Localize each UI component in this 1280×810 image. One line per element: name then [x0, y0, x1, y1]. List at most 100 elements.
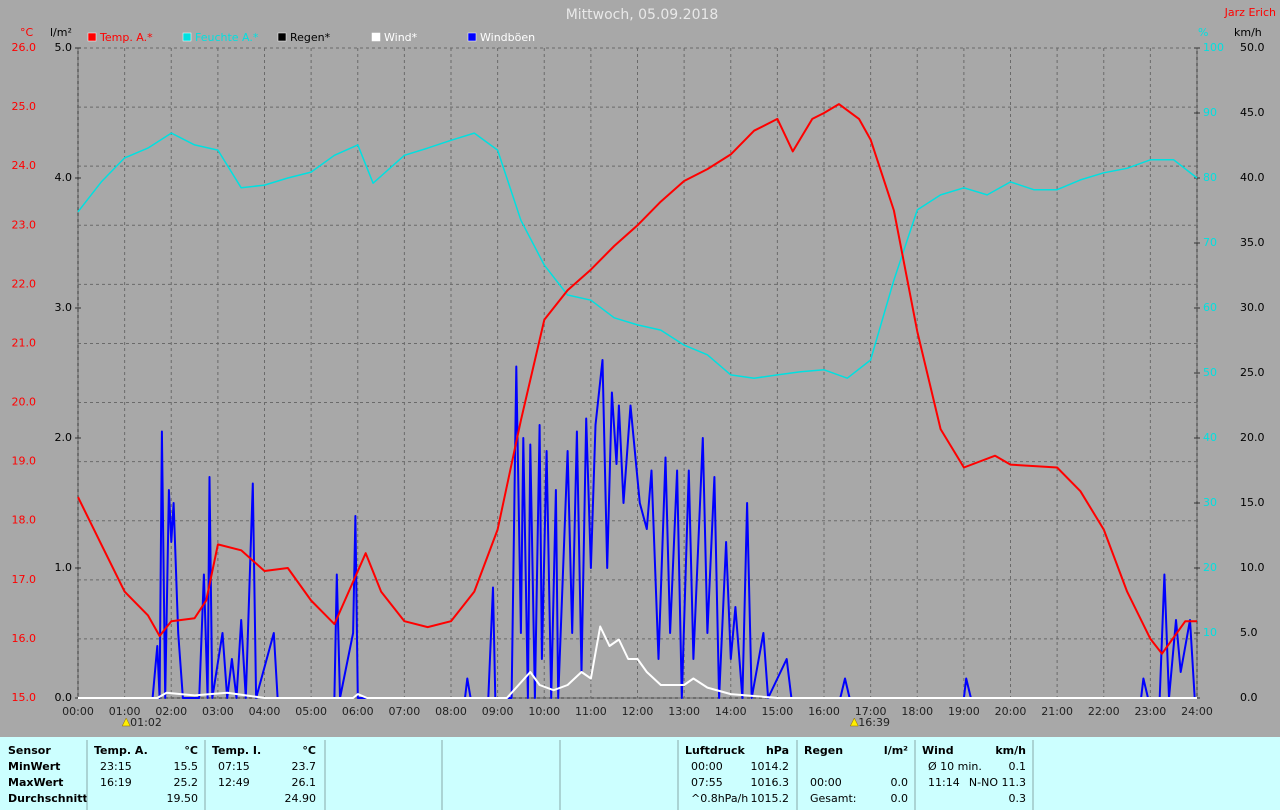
cell-value: 24.90: [285, 792, 317, 805]
column-unit: °C: [302, 744, 316, 757]
cell-time: 07:55: [691, 776, 723, 789]
summary-background: [0, 737, 1280, 810]
x-tick-label: 22:00: [1088, 705, 1120, 718]
cell-value: 0.0: [891, 792, 909, 805]
y-tick-label: 90: [1203, 106, 1217, 119]
series-line: [78, 625, 1197, 699]
chart-title: Mittwoch, 05.09.2018: [566, 7, 719, 23]
y-tick-label: 17.0: [12, 573, 37, 586]
x-tick-label: 24:00: [1181, 705, 1213, 718]
y-tick-label: 20: [1203, 561, 1217, 574]
legend-swatch: [371, 32, 381, 42]
humidity-axis-unit: %: [1198, 26, 1208, 39]
y-tick-label: 35.0: [1240, 236, 1265, 249]
x-tick-label: 12:00: [622, 705, 654, 718]
rain-axis-unit: l/m²: [50, 26, 72, 39]
y-tick-label: 4.0: [55, 171, 73, 184]
series-line: [78, 359, 1197, 699]
x-tick-label: 11:00: [575, 705, 607, 718]
x-tick-label: 09:00: [482, 705, 514, 718]
column-header: Temp. A.: [94, 744, 148, 757]
cell-value: 0.3: [1009, 792, 1027, 805]
wind-axis-unit: km/h: [1234, 26, 1262, 39]
cell-time: 07:15: [218, 760, 250, 773]
legend-label: Temp. A.*: [99, 31, 153, 44]
x-tick-label: 23:00: [1135, 705, 1167, 718]
column-unit: km/h: [995, 744, 1026, 757]
cell-value: 0.0: [891, 776, 909, 789]
cell-value: 15.5: [174, 760, 199, 773]
y-tick-label: 15.0: [1240, 496, 1265, 509]
x-tick-label: 14:00: [715, 705, 747, 718]
x-tick-label: 07:00: [389, 705, 421, 718]
y-tick-label: 70: [1203, 236, 1217, 249]
y-tick-label: 5.0: [55, 41, 73, 54]
x-tick-label: 04:00: [249, 705, 281, 718]
y-tick-label: 15.0: [12, 691, 37, 704]
cell-value: 26.1: [292, 776, 317, 789]
y-tick-label: 100: [1203, 41, 1224, 54]
x-tick-label: 05:00: [295, 705, 327, 718]
row-label: Sensor: [8, 744, 51, 757]
cell-value: 25.2: [174, 776, 199, 789]
cell-time: ^0.8hPa/h: [691, 792, 748, 805]
author: Jarz Erich: [1224, 6, 1276, 19]
y-tick-label: 16.0: [12, 632, 37, 645]
y-tick-label: 24.0: [12, 159, 37, 172]
y-tick-label: 5.0: [1240, 626, 1258, 639]
cell-value: 1016.3: [751, 776, 790, 789]
y-tick-label: 60: [1203, 301, 1217, 314]
cell-value: N-NO 11.3: [969, 776, 1026, 789]
legend-swatch: [87, 32, 97, 42]
x-tick-label: 13:00: [668, 705, 700, 718]
y-tick-label: 23.0: [12, 218, 37, 231]
x-tick-label: 08:00: [435, 705, 467, 718]
legend-swatch: [277, 32, 287, 42]
cell-time: 11:14: [928, 776, 960, 789]
x-tick-label: 02:00: [155, 705, 187, 718]
y-tick-label: 30: [1203, 496, 1217, 509]
y-tick-label: 1.0: [55, 561, 73, 574]
y-tick-label: 25.0: [1240, 366, 1265, 379]
cell-time: 23:15: [100, 760, 132, 773]
sun-time: 01:02: [130, 716, 162, 729]
cell-time: 12:49: [218, 776, 250, 789]
series-line: [77, 132, 1198, 379]
x-tick-label: 15:00: [762, 705, 794, 718]
cell-time: Gesamt:: [810, 792, 857, 805]
y-tick-label: 20.0: [1240, 431, 1265, 444]
y-tick-label: 20.0: [12, 396, 37, 409]
y-tick-label: 40: [1203, 431, 1217, 444]
x-tick-label: 16:00: [808, 705, 840, 718]
y-tick-label: 2.0: [55, 431, 73, 444]
column-unit: hPa: [766, 744, 789, 757]
sun-icon: [849, 717, 859, 727]
x-tick-label: 00:00: [62, 705, 94, 718]
y-axis-unit: °C: [20, 26, 34, 39]
row-label: MaxWert: [8, 776, 63, 789]
row-label: Durchschnitt: [8, 792, 88, 805]
x-tick-label: 17:00: [855, 705, 887, 718]
y-tick-label: 3.0: [55, 301, 73, 314]
x-tick-label: 01:00: [109, 705, 141, 718]
row-label: MinWert: [8, 760, 60, 773]
column-header: Luftdruck: [685, 744, 746, 757]
y-tick-label: 22.0: [12, 277, 37, 290]
column-unit: °C: [184, 744, 198, 757]
legend-swatch: [467, 32, 477, 42]
x-tick-label: 06:00: [342, 705, 374, 718]
cell-time: Ø 10 min.: [928, 760, 982, 773]
x-tick-label: 21:00: [1041, 705, 1073, 718]
cell-time: 00:00: [810, 776, 842, 789]
column-header: Temp. I.: [212, 744, 261, 757]
y-tick-label: 10.0: [1240, 561, 1265, 574]
x-tick-label: 19:00: [948, 705, 980, 718]
y-tick-label: 0.0: [1240, 691, 1258, 704]
y-tick-label: 26.0: [12, 41, 37, 54]
sun-icon: [121, 717, 131, 727]
legend-label: Windböen: [480, 31, 535, 44]
y-tick-label: 50.0: [1240, 41, 1265, 54]
y-tick-label: 80: [1203, 171, 1217, 184]
column-header: Regen: [804, 744, 843, 757]
